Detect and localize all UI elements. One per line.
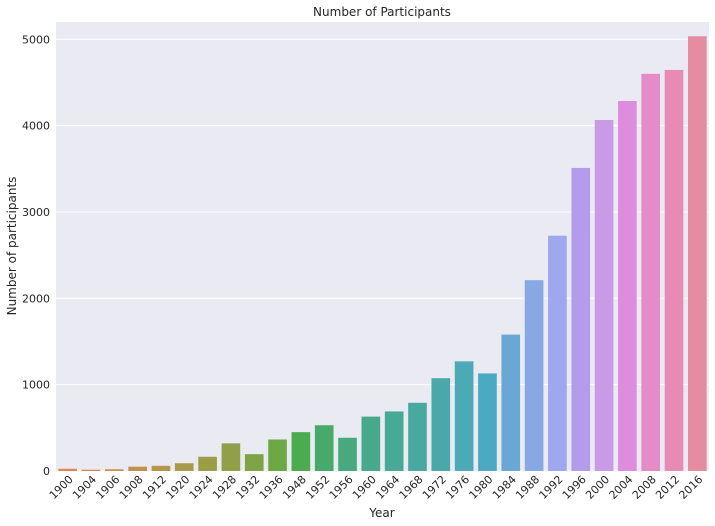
x-tick-label: 1956 (327, 473, 356, 502)
x-tick-label: 1904 (70, 473, 99, 502)
bar-1964 (384, 411, 404, 471)
bar-1984 (501, 334, 521, 471)
bar-1920 (174, 463, 194, 471)
x-tick-label: 1900 (47, 473, 76, 502)
x-axis-label: Year (368, 506, 394, 520)
chart-title: Number of Participants (313, 5, 451, 19)
y-tick-label: 4000 (22, 120, 50, 133)
bar-1960 (361, 416, 381, 471)
bar-1928 (221, 443, 241, 471)
bar-1924 (198, 456, 217, 471)
x-tick-label: 1984 (490, 473, 519, 502)
bar-2004 (618, 101, 637, 472)
x-tick-label: 1960 (350, 473, 379, 502)
bar-1904 (81, 469, 101, 471)
bars (58, 36, 707, 472)
x-tick-label: 1936 (257, 473, 286, 502)
x-tick-label: 1952 (303, 473, 332, 502)
y-tick-label: 0 (43, 465, 50, 478)
x-tick-label: 1964 (373, 473, 402, 502)
bar-2000 (594, 120, 614, 472)
y-tick-label: 5000 (22, 33, 50, 46)
y-axis-label: Number of participants (5, 177, 19, 316)
bar-1972 (431, 378, 451, 471)
x-tick-label: 2000 (583, 473, 612, 502)
x-tick-label: 1992 (537, 473, 566, 502)
y-tick-label: 2000 (22, 292, 50, 305)
bar-1992 (548, 235, 567, 471)
x-tick-label: 1988 (513, 473, 542, 502)
bar-1936 (268, 439, 287, 471)
x-tick-label: 1932 (233, 473, 262, 502)
x-tick-label: 2004 (607, 473, 636, 502)
x-tick-label: 2008 (630, 473, 659, 502)
x-tick-label: 1928 (210, 473, 239, 502)
bar-1996 (571, 167, 591, 472)
x-tick-label: 1920 (163, 473, 192, 502)
x-tick-labels: 1900190419061908191219201924192819321936… (47, 473, 706, 502)
bar-1932 (244, 454, 264, 471)
bar-1952 (314, 425, 334, 471)
bar-1988 (524, 280, 544, 471)
x-tick-label: 1976 (443, 473, 472, 502)
x-tick-label: 1972 (420, 473, 449, 502)
bar-1912 (151, 465, 171, 471)
bar-1908 (128, 466, 147, 471)
y-tick-label: 1000 (22, 379, 50, 392)
x-tick-label: 1996 (560, 473, 589, 502)
bar-2008 (641, 73, 661, 472)
bar-2016 (688, 36, 707, 471)
x-tick-label: 1906 (93, 473, 122, 502)
bar-1906 (104, 469, 124, 471)
bar-1900 (58, 468, 77, 471)
y-tick-label: 3000 (22, 206, 50, 219)
x-tick-label: 1912 (140, 473, 169, 502)
x-tick-label: 2016 (676, 473, 705, 502)
x-tick-label: 2012 (653, 473, 682, 502)
bar-2012 (664, 69, 684, 471)
x-tick-label: 1968 (397, 473, 426, 502)
x-tick-label: 1980 (467, 473, 496, 502)
y-tick-labels: 0 1000 2000 3000 4000 5000 (22, 33, 50, 478)
bar-1968 (408, 402, 427, 471)
bar-1980 (478, 373, 497, 471)
x-tick-label: 1908 (117, 473, 146, 502)
x-tick-label: 1924 (187, 473, 216, 502)
bar-1976 (454, 361, 474, 471)
x-tick-label: 1948 (280, 473, 309, 502)
bar-1956 (338, 437, 357, 471)
bar-1948 (291, 432, 311, 471)
